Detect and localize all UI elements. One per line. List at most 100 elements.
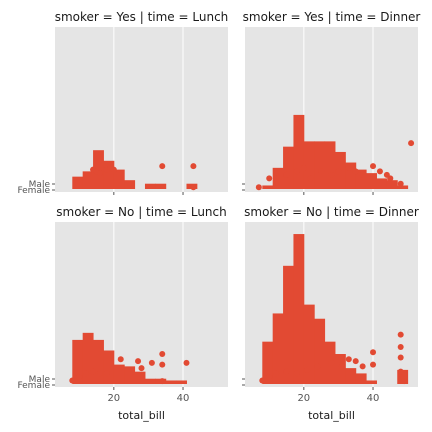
panel-title: smoker = Yes | time = Lunch [55, 10, 229, 24]
histogram-bar [324, 141, 336, 189]
histogram-bar [176, 380, 187, 384]
scatter-point [159, 351, 166, 358]
scatter-point [352, 358, 359, 365]
scatter-point [397, 368, 404, 375]
x-tick-label: 20 [297, 393, 310, 404]
scatter-point [103, 370, 110, 377]
scatter-point [345, 164, 352, 171]
histogram-bar [283, 265, 294, 384]
histogram-bar [314, 318, 326, 384]
histogram-bar [82, 171, 94, 189]
scatter-point [352, 168, 359, 175]
scatter-point [273, 370, 280, 377]
scatter-point [159, 361, 166, 368]
histogram-bar [72, 339, 84, 384]
scatter-point [293, 168, 300, 175]
scatter-point [266, 373, 273, 380]
scatter-point [148, 359, 155, 366]
scatter-point [376, 168, 383, 175]
scatter-point [307, 175, 314, 182]
histogram-bar [165, 380, 177, 384]
scatter-point [83, 370, 90, 377]
histogram-bar [144, 183, 156, 189]
scatter-point [159, 163, 166, 170]
histogram-bar [124, 180, 136, 189]
panel-title: smoker = Yes | time = Dinner [243, 10, 421, 24]
histogram-bar [355, 169, 367, 189]
scatter-point [338, 363, 345, 370]
scatter-point [190, 184, 197, 191]
histogram-bar [72, 176, 84, 189]
panel-title: smoker = No | time = Lunch [56, 205, 226, 219]
scatter-point [328, 171, 335, 178]
x-tick-label: 40 [367, 393, 380, 404]
histogram-bar [272, 313, 284, 384]
scatter-point [300, 164, 307, 171]
histogram-bar [397, 185, 409, 189]
histogram-bar [366, 380, 377, 384]
histogram-bar [144, 378, 156, 384]
histogram-bar [134, 371, 146, 384]
scatter-point [259, 377, 266, 384]
scatter-point [345, 356, 352, 363]
scatter-point [183, 359, 190, 366]
scatter-point [266, 175, 273, 182]
histogram-bar [283, 146, 294, 189]
histogram-bar [113, 169, 125, 189]
scatter-point [318, 168, 325, 175]
scatter-point [401, 378, 408, 385]
scatter-point [69, 377, 76, 384]
scatter-point [273, 175, 280, 182]
scatter-point [90, 368, 97, 375]
histogram-bar [293, 114, 305, 189]
panel-title: smoker = No | time = Dinner [244, 205, 419, 219]
scatter-point [96, 170, 103, 177]
scatter-point [255, 184, 262, 191]
scatter-point [117, 356, 124, 363]
scatter-point [304, 366, 311, 373]
histogram-bar [82, 332, 94, 384]
histogram-bar [155, 183, 167, 189]
scatter-point [283, 368, 290, 375]
y-tick-label: Female [17, 381, 50, 391]
scatter-point [335, 168, 342, 175]
scatter-point [397, 180, 404, 187]
histogram-bar [103, 350, 115, 384]
scatter-point [387, 175, 394, 182]
scatter-point [159, 378, 166, 385]
histogram-bar [345, 162, 357, 189]
scatter-point [359, 171, 366, 178]
histogram-bar [345, 368, 357, 384]
scatter-point [408, 140, 415, 147]
histogram-bar [397, 369, 409, 384]
histogram-bar [124, 366, 136, 384]
histogram-bar [376, 178, 388, 189]
histogram-bar [314, 141, 326, 189]
y-tick-label: Female [17, 186, 50, 196]
histogram-bar [303, 304, 315, 384]
scatter-point [76, 373, 83, 380]
scatter-point [370, 163, 377, 170]
scatter-point [96, 370, 103, 377]
scatter-point [190, 163, 197, 170]
y-tick-label: Male [29, 180, 51, 190]
scatter-point [370, 361, 377, 368]
scatter-point [283, 171, 290, 178]
y-tick-label: Male [29, 375, 51, 385]
scatter-point [370, 349, 377, 356]
scatter-point [314, 363, 321, 370]
histogram-bar [386, 180, 398, 189]
scatter-point [138, 365, 145, 372]
histogram-bar [103, 160, 115, 189]
scatter-point [397, 354, 404, 361]
histogram-bar [262, 341, 274, 384]
panel-background [55, 27, 228, 192]
histogram-bar [334, 354, 346, 384]
scatter-point [397, 331, 404, 338]
histogram-bar [113, 364, 125, 384]
scatter-point [359, 363, 366, 370]
histogram-bar [355, 373, 367, 384]
x-axis-label: total_bill [308, 409, 355, 422]
x-tick-label: 20 [107, 393, 120, 404]
